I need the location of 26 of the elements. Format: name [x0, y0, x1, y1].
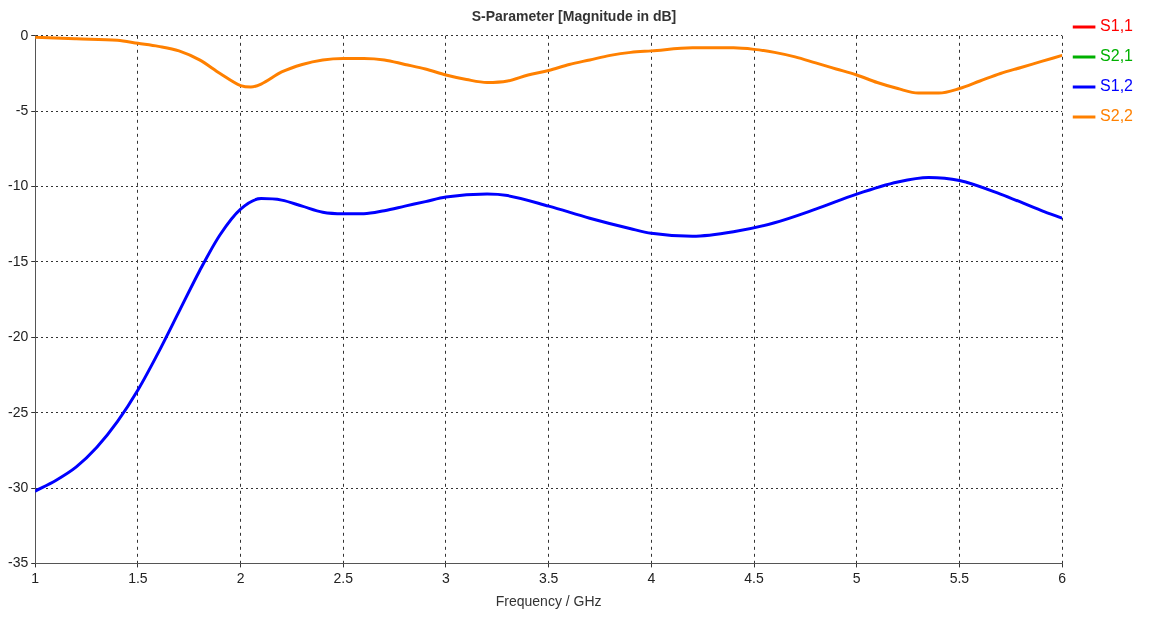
x-tick-label: 2 — [236, 569, 245, 586]
legend-label: S1,1 — [1100, 17, 1134, 35]
x-tick-label: 5 — [852, 569, 861, 586]
legend-label: S1,2 — [1100, 77, 1134, 95]
x-tick-label: 4 — [647, 569, 656, 586]
y-tick-label: -20 — [8, 328, 29, 345]
y-tick-label: -35 — [8, 554, 29, 571]
y-tick-label: -15 — [8, 252, 29, 269]
chart-title: S-Parameter [Magnitude in dB] — [471, 8, 677, 25]
x-tick-label: 4.5 — [744, 569, 764, 586]
x-tick-label: 1.5 — [128, 569, 148, 586]
x-tick-label: 6 — [1058, 569, 1067, 586]
y-tick-label: -30 — [8, 478, 29, 495]
x-axis-title: Frequency / GHz — [495, 593, 602, 610]
x-tick-label: 5.5 — [949, 569, 970, 586]
y-tick-label: -5 — [15, 102, 29, 119]
x-tick-label: 3.5 — [538, 569, 559, 586]
x-tick-label: 1 — [31, 569, 40, 586]
y-tick-label: -25 — [8, 403, 29, 420]
x-tick-label: 3 — [442, 569, 451, 586]
legend-label: S2,1 — [1100, 47, 1134, 65]
legend-label: S2,2 — [1100, 107, 1134, 125]
x-tick-label: 2.5 — [333, 569, 354, 586]
y-tick-label: -10 — [8, 177, 29, 194]
y-tick-label: 0 — [20, 26, 29, 43]
line-series — [35, 176, 1063, 493]
